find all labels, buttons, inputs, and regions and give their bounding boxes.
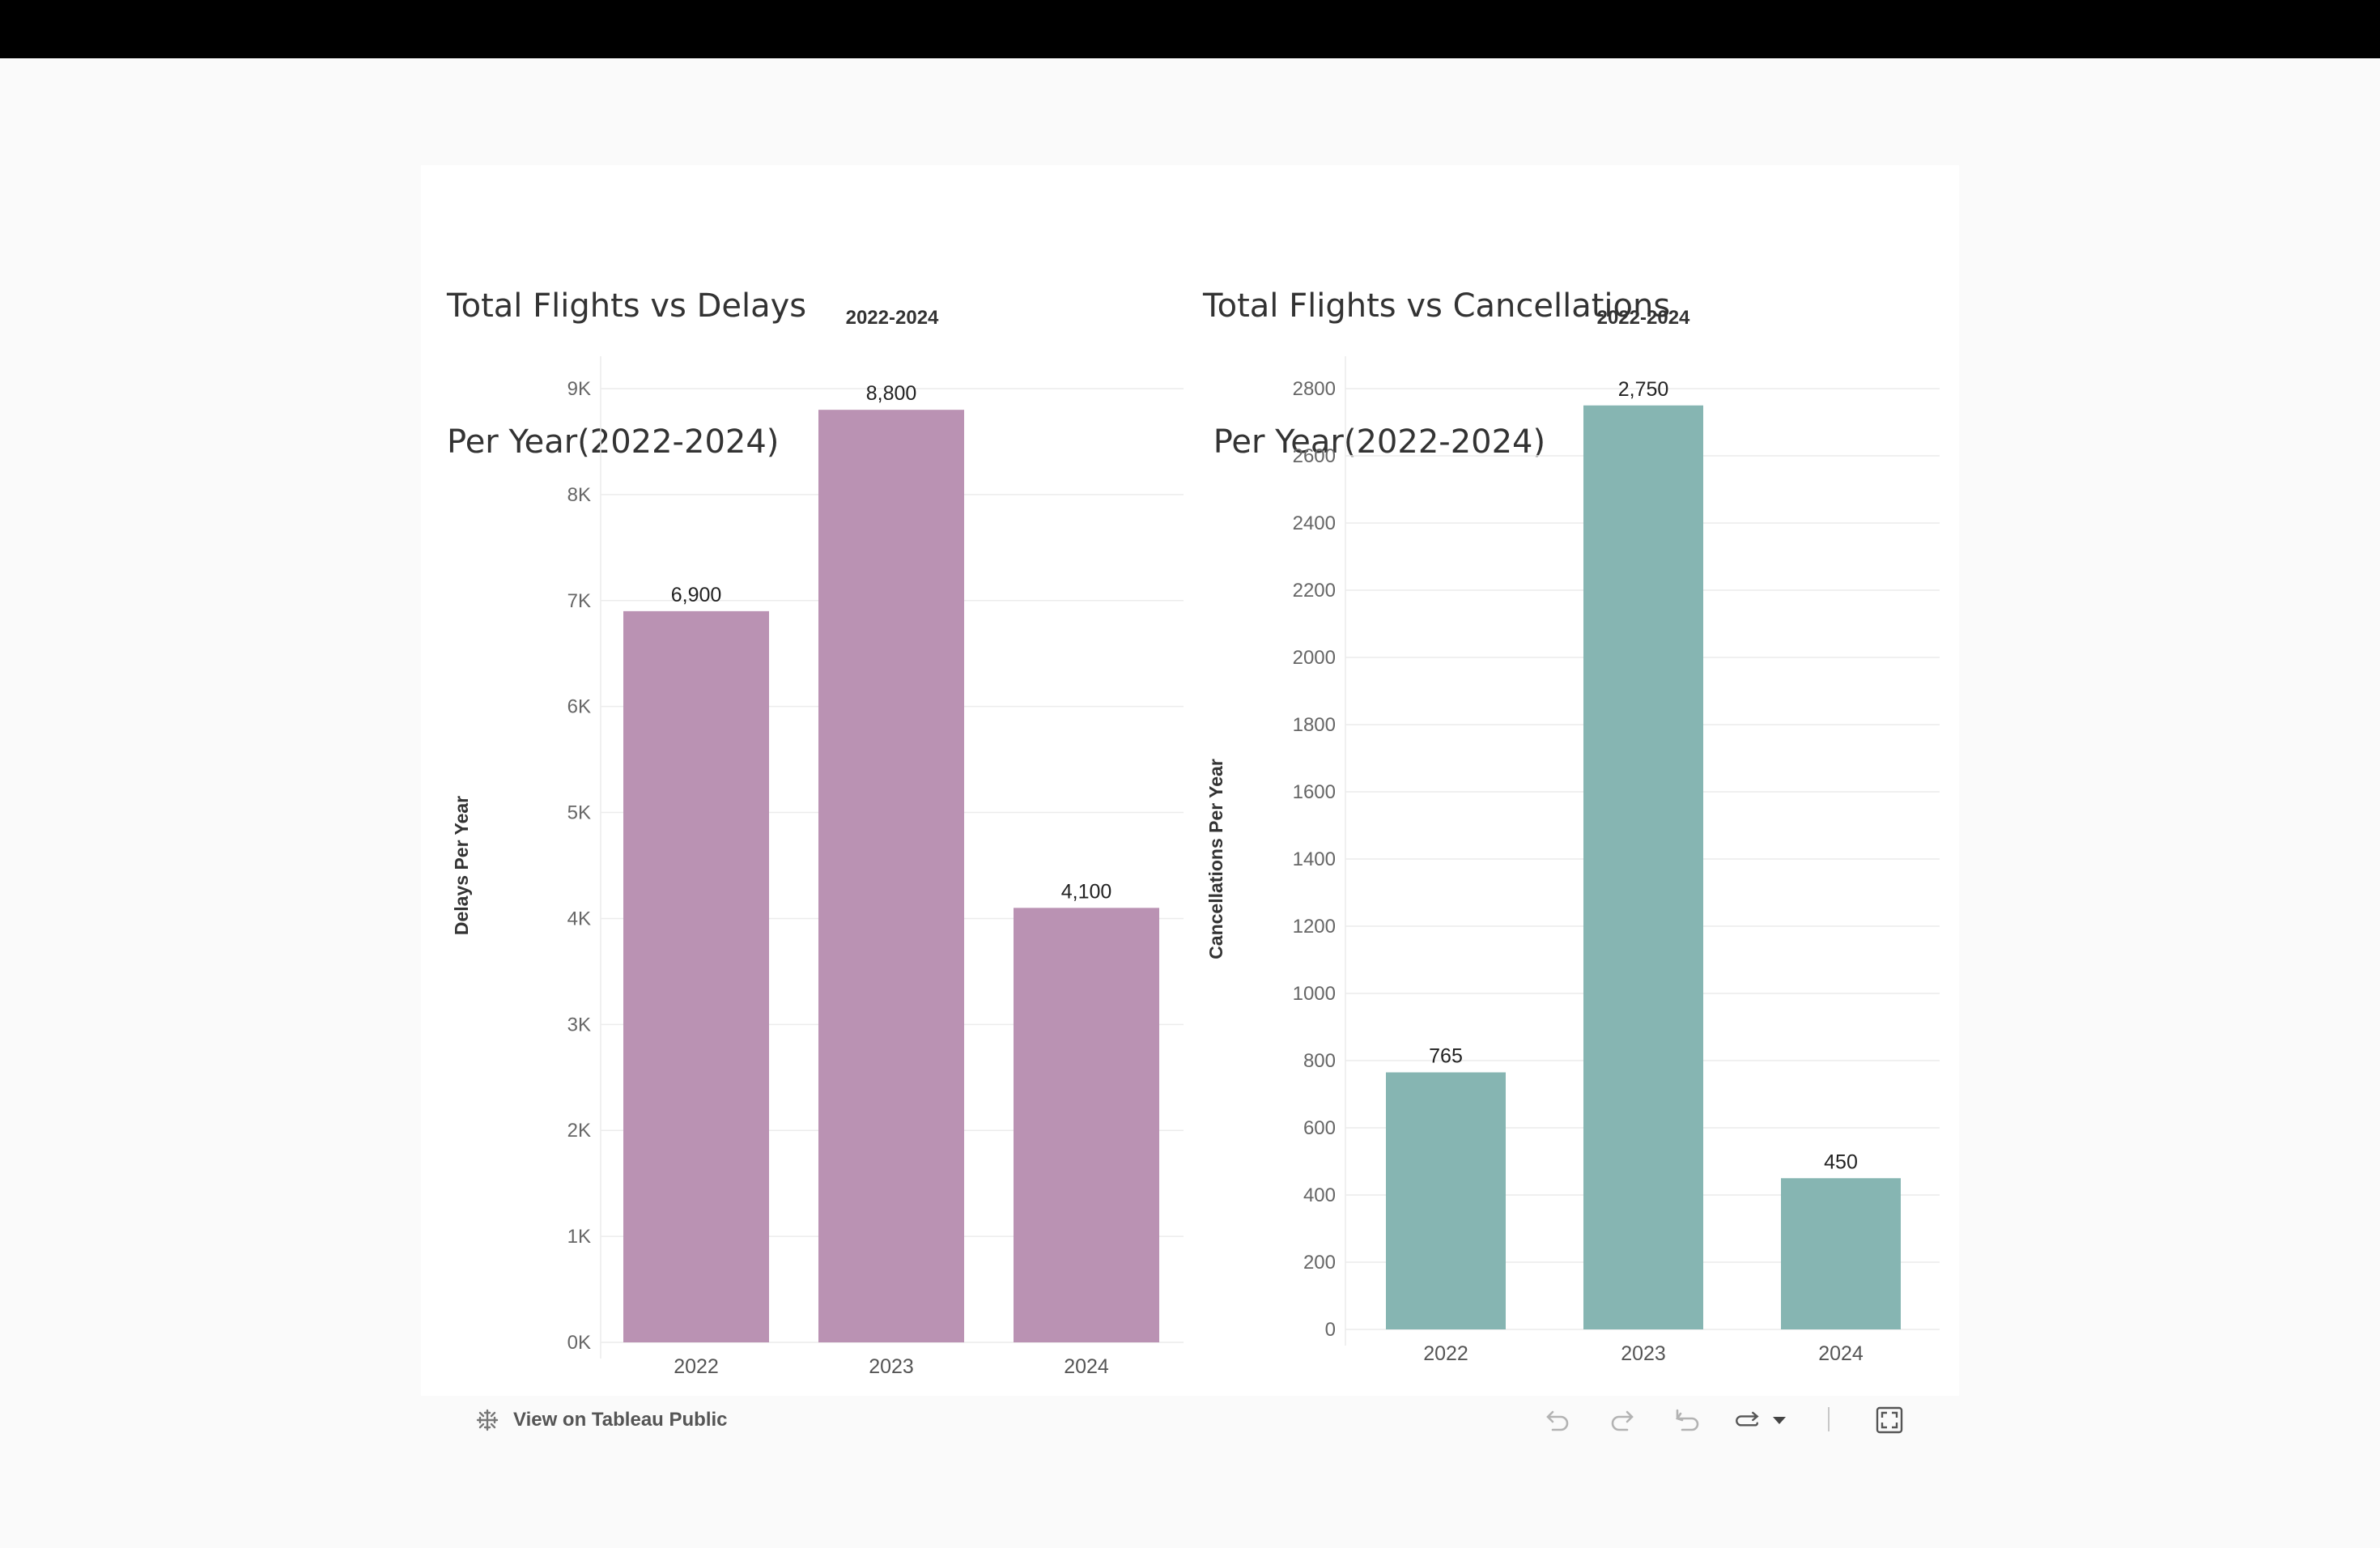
cancellations-y-tick-label: 800 xyxy=(1303,1050,1336,1072)
cancellations-y-tick-label: 2200 xyxy=(1293,580,1336,602)
cancellations-data-label: 765 xyxy=(1429,1045,1463,1068)
delays-chart-title-line2: Per Year(2022-2024) xyxy=(447,423,780,461)
cancellations-y-tick-label: 1400 xyxy=(1293,848,1336,870)
undo-icon[interactable] xyxy=(1541,1406,1574,1435)
cancellations-y-tick-label: 1000 xyxy=(1293,983,1336,1005)
cancellations-bar-2022 xyxy=(1386,1072,1506,1329)
cancellations-x-tick-label: 2023 xyxy=(1621,1342,1666,1365)
delays-y-tick-label: 7K xyxy=(567,590,591,612)
cancellations-data-label: 450 xyxy=(1824,1150,1858,1173)
delays-y-tick-label: 8K xyxy=(567,484,591,506)
cancellations-y-tick-label: 1600 xyxy=(1293,781,1336,803)
toolbar-divider xyxy=(1828,1407,1830,1431)
delays-y-tick-label: 2K xyxy=(567,1120,591,1142)
redo-icon[interactable] xyxy=(1606,1406,1638,1435)
cancellations-y-tick-label: 1200 xyxy=(1293,916,1336,938)
cancellations-chart-title-line1: Total Flights vs Cancellations xyxy=(1203,287,1671,325)
tableau-logo-icon xyxy=(476,1409,499,1431)
cancellations-bar-2024 xyxy=(1781,1178,1901,1329)
cancellations-y-tick-label: 2600 xyxy=(1293,445,1336,467)
delays-x-tick-label: 2024 xyxy=(1064,1355,1109,1378)
cancellations-y-tick-label: 600 xyxy=(1303,1117,1336,1139)
delays-data-label: 4,100 xyxy=(1061,880,1112,903)
cancellations-chart-title-line2: Per Year(2022-2024) xyxy=(1203,423,1546,461)
cancellations-x-tick-label: 2022 xyxy=(1423,1342,1468,1365)
delays-y-tick-label: 4K xyxy=(567,908,591,929)
delays-y-tick-label: 9K xyxy=(567,378,591,400)
revert-icon[interactable] xyxy=(1671,1406,1703,1435)
cancellations-y-tick-label: 2800 xyxy=(1293,378,1336,400)
top-black-bar xyxy=(0,0,2380,58)
delays-bar-2022 xyxy=(623,610,769,1342)
delays-y-tick-label: 6K xyxy=(567,696,591,718)
cancellations-y-tick-label: 1800 xyxy=(1293,714,1336,736)
delays-bar-2024 xyxy=(1014,908,1159,1342)
delays-y-tick-label: 0K xyxy=(567,1332,591,1354)
viz-toolbar: View on Tableau Public xyxy=(421,1396,1959,1444)
delays-chart-title: Total Flights vs Delays Per Year(2022-20… xyxy=(447,193,806,555)
delays-data-label: 6,900 xyxy=(671,584,722,606)
cancellations-y-tick-label: 400 xyxy=(1303,1184,1336,1206)
delays-bar-2023 xyxy=(818,410,964,1343)
cancellations-x-tick-label: 2024 xyxy=(1818,1342,1864,1365)
cancellations-chart-title: Total Flights vs Cancellations Per Year(… xyxy=(1203,193,1670,555)
delays-x-tick-label: 2023 xyxy=(869,1355,914,1378)
delays-y-tick-label: 5K xyxy=(567,802,591,824)
dropdown-icon[interactable] xyxy=(1768,1406,1791,1435)
refresh-icon[interactable] xyxy=(1731,1406,1763,1435)
delays-y-tick-label: 3K xyxy=(567,1014,591,1036)
delays-y-axis-title: Delays Per Year xyxy=(451,796,472,935)
cancellations-column-header: 2022-2024 xyxy=(1597,307,1690,329)
delays-x-tick-label: 2022 xyxy=(674,1355,719,1378)
delays-data-label: 8,800 xyxy=(866,382,917,405)
cancellations-y-tick-label: 2400 xyxy=(1293,512,1336,534)
delays-y-tick-label: 1K xyxy=(567,1226,591,1248)
delays-bar-chart: 2022-2024 0K 1K 2K 3K 4K 5K 6K 7K 8K 9K Delays Per … xyxy=(451,307,1184,1378)
delays-column-header: 2022-2024 xyxy=(846,307,939,329)
fullscreen-icon[interactable] xyxy=(1873,1406,1906,1435)
view-on-tableau-public-label: View on Tableau Public xyxy=(513,1409,728,1431)
cancellations-y-tick-label: 200 xyxy=(1303,1252,1336,1274)
cancellations-y-axis-title: Cancellations Per Year xyxy=(1205,759,1226,959)
cancellations-data-label: 2,750 xyxy=(1618,378,1669,401)
tableau-dashboard: Total Flights vs Delays Per Year(2022-20… xyxy=(421,165,1959,1396)
cancellations-y-tick-label: 2000 xyxy=(1293,647,1336,669)
cancellations-bar-chart: 2022-2024 0 200 400 600 800 1000 1200 1400 1600 18… xyxy=(1205,307,1940,1365)
cancellations-bar-2023 xyxy=(1583,405,1703,1329)
delays-chart-title-line1: Total Flights vs Delays xyxy=(447,287,807,325)
cancellations-y-tick-label: 0 xyxy=(1325,1319,1336,1341)
view-on-tableau-public-link[interactable]: View on Tableau Public xyxy=(473,1404,728,1436)
